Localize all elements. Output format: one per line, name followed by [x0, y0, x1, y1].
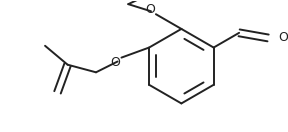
Text: O: O [278, 31, 288, 44]
Text: O: O [145, 3, 155, 16]
Text: O: O [111, 56, 121, 69]
